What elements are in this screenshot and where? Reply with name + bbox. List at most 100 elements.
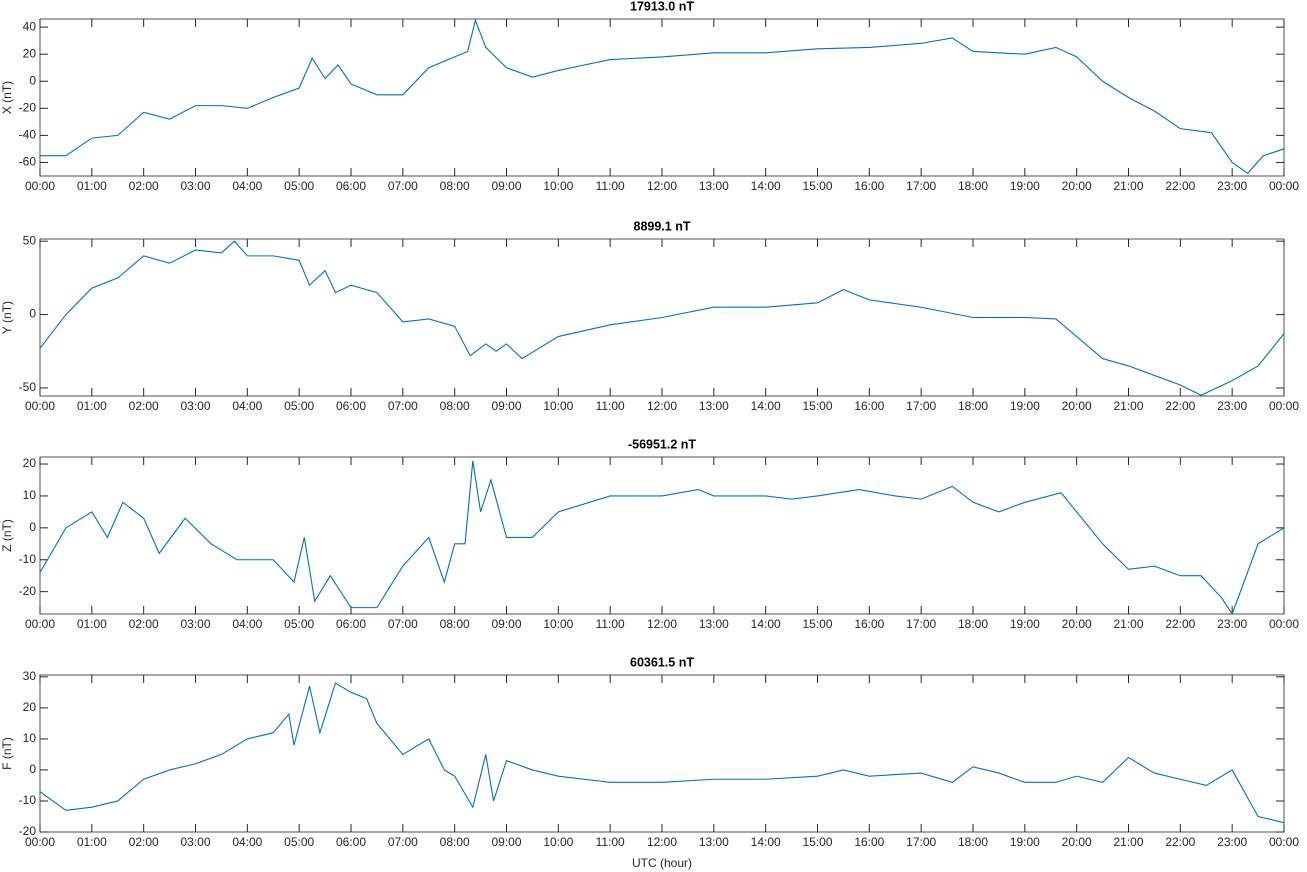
x-tick-label: 07:00 bbox=[388, 617, 418, 631]
x-tick-label: 08:00 bbox=[440, 617, 470, 631]
x-tick-label: 01:00 bbox=[77, 399, 107, 413]
x-tick-label: 13:00 bbox=[699, 835, 729, 849]
x-tick-label: 11:00 bbox=[596, 835, 625, 849]
data-line bbox=[39, 240, 1285, 396]
x-tick-label: 09:00 bbox=[491, 399, 521, 413]
x-tick-label: 23:00 bbox=[1217, 617, 1247, 631]
x-tick-label: 09:00 bbox=[491, 835, 521, 849]
x-tick-label: 03:00 bbox=[180, 617, 210, 631]
y-tick-label: -60 bbox=[19, 155, 37, 169]
x-tick-label: 01:00 bbox=[77, 179, 107, 193]
plot-frame bbox=[39, 18, 1285, 177]
x-tick-label: 20:00 bbox=[1062, 179, 1092, 193]
x-tick-label: 02:00 bbox=[129, 835, 159, 849]
x-tick-label: 17:00 bbox=[906, 835, 936, 849]
x-tick-label: 02:00 bbox=[129, 617, 159, 631]
x-tick-label: 03:00 bbox=[180, 835, 210, 849]
x-tick-label: 16:00 bbox=[854, 617, 884, 631]
x-tick-label: 22:00 bbox=[1165, 835, 1195, 849]
y-tick-label: 50 bbox=[23, 233, 37, 247]
data-line bbox=[39, 460, 1285, 616]
x-tick-label: 03:00 bbox=[180, 179, 210, 193]
x-tick-label: 12:00 bbox=[647, 399, 677, 413]
chart-title: -56951.2 nT bbox=[628, 437, 696, 451]
x-tick-label: 04:00 bbox=[232, 617, 262, 631]
x-tick-label: 10:00 bbox=[543, 399, 573, 413]
y-axis-label: F (nT) bbox=[0, 737, 14, 770]
x-tick-label: 04:00 bbox=[232, 179, 262, 193]
x-tick-label: 19:00 bbox=[1010, 835, 1040, 849]
x-tick-label: 06:00 bbox=[336, 399, 366, 413]
data-line bbox=[39, 682, 1285, 824]
chart-title: 60361.5 nT bbox=[630, 655, 694, 669]
x-tick-label: 07:00 bbox=[388, 399, 418, 413]
x-tick-label: 02:00 bbox=[129, 179, 159, 193]
y-tick-label: -10 bbox=[19, 552, 37, 566]
x-tick-label: 14:00 bbox=[751, 399, 781, 413]
x-tick-label: 08:00 bbox=[440, 835, 470, 849]
x-tick-label: 06:00 bbox=[336, 179, 366, 193]
x-tick-label: 06:00 bbox=[336, 835, 366, 849]
x-tick-label: 16:00 bbox=[854, 835, 884, 849]
y-tick-label: 20 bbox=[23, 700, 37, 714]
y-tick-label: -10 bbox=[19, 793, 37, 807]
plot-frame bbox=[39, 456, 1285, 615]
x-tick-label: 22:00 bbox=[1165, 617, 1195, 631]
x-tick-label: 18:00 bbox=[958, 179, 988, 193]
x-tick-label: 22:00 bbox=[1165, 179, 1195, 193]
x-tick-label: 14:00 bbox=[751, 617, 781, 631]
x-tick-label: 21:00 bbox=[1113, 179, 1143, 193]
x-axis-label: UTC (hour) bbox=[632, 856, 692, 870]
y-axis-label: X (nT) bbox=[0, 81, 14, 114]
x-tick-label: 11:00 bbox=[596, 617, 625, 631]
x-tick-label: 10:00 bbox=[543, 617, 573, 631]
x-tick-label: 18:00 bbox=[958, 835, 988, 849]
y-tick-label: -20 bbox=[19, 584, 37, 598]
x-tick-label: 07:00 bbox=[388, 179, 418, 193]
chart-title: 17913.0 nT bbox=[630, 0, 694, 13]
x-tick-label: 19:00 bbox=[1010, 617, 1040, 631]
x-tick-label: 01:00 bbox=[77, 617, 107, 631]
x-tick-label: 15:00 bbox=[802, 179, 832, 193]
y-tick-label: 0 bbox=[29, 520, 36, 534]
x-tick-label: 00:00 bbox=[25, 835, 55, 849]
x-tick-label: 11:00 bbox=[596, 399, 625, 413]
x-tick-label: 21:00 bbox=[1113, 399, 1143, 413]
x-tick-label: 15:00 bbox=[802, 617, 832, 631]
y-tick-label: 20 bbox=[23, 456, 37, 470]
y-tick-label: -40 bbox=[19, 128, 37, 142]
x-tick-label: 00:00 bbox=[25, 399, 55, 413]
x-tick-label: 20:00 bbox=[1062, 617, 1092, 631]
x-tick-label: 09:00 bbox=[491, 179, 521, 193]
x-tick-label: 14:00 bbox=[751, 835, 781, 849]
x-tick-label: 15:00 bbox=[802, 399, 832, 413]
x-tick-label: 05:00 bbox=[284, 399, 314, 413]
y-tick-label: 0 bbox=[29, 73, 36, 87]
x-tick-label: 21:00 bbox=[1113, 835, 1143, 849]
y-tick-label: 0 bbox=[29, 762, 36, 776]
x-tick-label: 11:00 bbox=[596, 179, 625, 193]
x-tick-label: 23:00 bbox=[1217, 179, 1247, 193]
x-tick-label: 08:00 bbox=[440, 399, 470, 413]
x-tick-label: 10:00 bbox=[543, 835, 573, 849]
x-tick-label: 12:00 bbox=[647, 617, 677, 631]
x-tick-label: 23:00 bbox=[1217, 835, 1247, 849]
y-axis-label: Z (nT) bbox=[0, 519, 14, 552]
x-tick-label: 04:00 bbox=[232, 399, 262, 413]
x-tick-label: 12:00 bbox=[647, 835, 677, 849]
x-tick-label: 23:00 bbox=[1217, 399, 1247, 413]
x-tick-label: 20:00 bbox=[1062, 835, 1092, 849]
x-tick-label: 20:00 bbox=[1062, 399, 1092, 413]
x-tick-label: 00:00 bbox=[1269, 179, 1299, 193]
x-tick-label: 03:00 bbox=[180, 399, 210, 413]
y-tick-label: -20 bbox=[19, 824, 37, 838]
x-tick-label: 10:00 bbox=[543, 179, 573, 193]
data-line bbox=[40, 18, 1285, 175]
x-tick-label: 13:00 bbox=[699, 399, 729, 413]
x-tick-label: 19:00 bbox=[1010, 399, 1040, 413]
x-tick-label: 17:00 bbox=[906, 617, 936, 631]
x-tick-label: 12:00 bbox=[647, 179, 677, 193]
x-tick-label: 17:00 bbox=[906, 179, 936, 193]
x-tick-label: 18:00 bbox=[958, 399, 988, 413]
